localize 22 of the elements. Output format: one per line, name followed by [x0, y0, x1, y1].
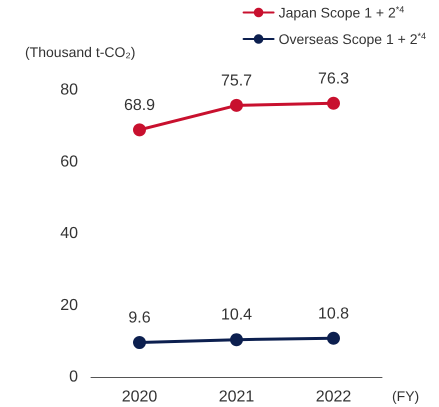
point	[230, 333, 243, 346]
point	[230, 98, 243, 112]
y-tick-label: 20	[60, 296, 78, 314]
point	[133, 123, 146, 136]
x-tick-label: 2021	[218, 388, 254, 406]
data-label: 76.3	[318, 70, 350, 88]
y-tick-label: 0	[69, 368, 78, 386]
y-tick-label: 60	[60, 153, 78, 170]
y-tick-label: 80	[60, 82, 78, 98]
data-label: 68.9	[124, 96, 156, 114]
x-axis-title: (FY)	[392, 388, 420, 404]
x-tick-label: 2020	[122, 388, 158, 406]
data-label: 10.8	[318, 305, 350, 322]
data-label: 9.6	[128, 310, 151, 327]
point	[133, 336, 146, 350]
y-axis-title: (Thousand t-CO₂)	[25, 44, 136, 60]
point	[327, 332, 340, 345]
x-tick-label: 2022	[316, 388, 352, 406]
y-tick-label: 40	[60, 225, 78, 242]
point	[327, 96, 340, 110]
data-label: 10.4	[220, 306, 252, 324]
data-label: 75.7	[220, 72, 252, 90]
